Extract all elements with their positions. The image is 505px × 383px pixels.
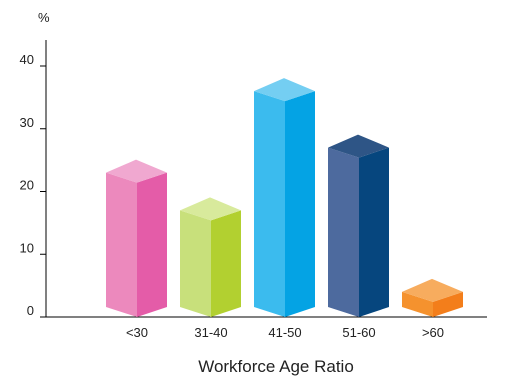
y-axis-unit: % xyxy=(38,10,50,25)
y-tick-label: 40 xyxy=(20,52,34,67)
bar-top-face xyxy=(180,197,241,221)
bar-side-face xyxy=(285,91,315,317)
y-tick-label: 30 xyxy=(20,115,34,130)
bar-side-face xyxy=(359,147,389,317)
bar-front-face xyxy=(106,172,137,317)
bar-side-face xyxy=(211,210,241,317)
bar-top-face xyxy=(328,134,389,158)
bar-1 xyxy=(106,159,167,317)
bar-3 xyxy=(254,78,315,317)
bar-front-face xyxy=(254,91,285,317)
chart-axes xyxy=(45,40,487,318)
x-tick-label: >60 xyxy=(422,325,444,340)
bar-front-face xyxy=(328,147,359,317)
bar-front-face xyxy=(402,291,433,317)
bar-side-face xyxy=(433,291,463,317)
y-tick-label: 20 xyxy=(20,178,34,193)
x-tick-label: 31-40 xyxy=(194,325,227,340)
x-tick-label: <30 xyxy=(126,325,148,340)
bar-4 xyxy=(328,134,389,317)
x-tick-label: 41-50 xyxy=(268,325,301,340)
y-tick-label: 0 xyxy=(27,303,34,318)
bar-top-face xyxy=(402,278,463,302)
bar-5 xyxy=(402,278,463,317)
bar-front-face xyxy=(180,210,211,317)
bar-top-face xyxy=(254,78,315,102)
bar-2 xyxy=(180,197,241,317)
bars xyxy=(106,78,463,317)
bar-top-face xyxy=(106,159,167,183)
y-ticks: 0 10 20 30 40 xyxy=(20,52,46,318)
chart-title: Workforce Age Ratio xyxy=(198,357,354,376)
x-tick-labels: <30 31-40 41-50 51-60 >60 xyxy=(126,325,444,340)
x-tick-label: 51-60 xyxy=(342,325,375,340)
bar-side-face xyxy=(137,172,167,317)
y-tick-label: 10 xyxy=(20,240,34,255)
